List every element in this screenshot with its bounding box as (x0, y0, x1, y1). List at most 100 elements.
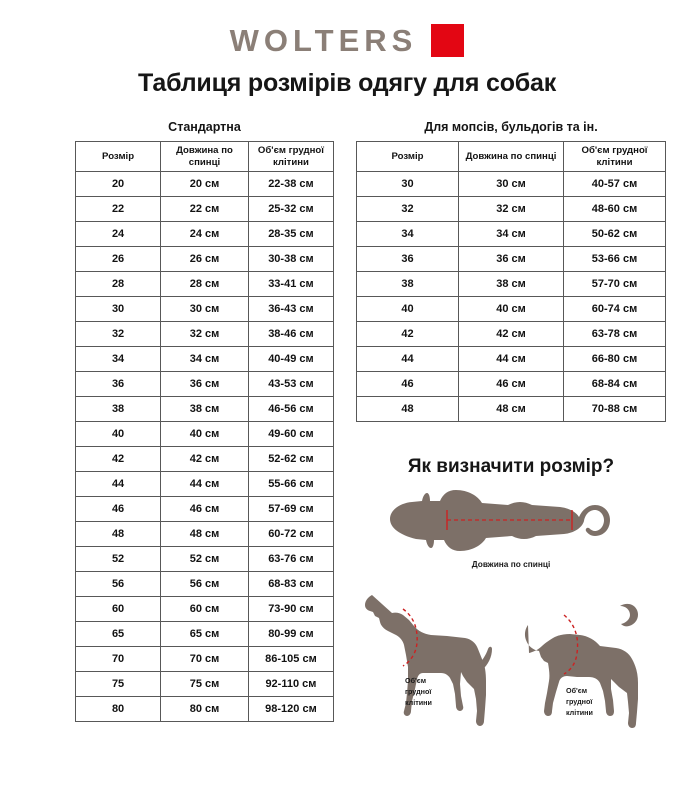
cell-back-length: 32 см (457, 196, 565, 222)
pug-table-body: 30 30 см 40-57 см 32 32 см 48-60 см 34 34 см 50-… (356, 171, 666, 422)
cell-back-length: 80 см (160, 696, 249, 722)
cell-chest-girth: 80-99 см (247, 621, 335, 647)
cell-chest-girth: 46-56 см (247, 396, 335, 422)
cell-chest-girth: 22-38 см (247, 171, 335, 197)
cell-size: 26 (74, 246, 162, 272)
table-row: 56 56 см 68-83 см (74, 571, 335, 597)
cell-chest-girth: 50-62 см (563, 221, 666, 247)
table-row: 65 65 см 80-99 см (74, 621, 335, 647)
figure-caption-chest-line3: клітини (566, 708, 593, 717)
table-row: 75 75 см 92-110 см (74, 671, 335, 697)
table-row: 38 38 см 46-56 см (74, 396, 335, 422)
cell-chest-girth: 36-43 см (247, 296, 335, 322)
cell-back-length: 56 см (160, 571, 249, 597)
cell-back-length: 70 см (160, 646, 249, 672)
standard-table-column: Стандартна Розмір Довжина по спинці Об'є… (12, 120, 335, 722)
back-length-measure-line (446, 510, 573, 530)
cell-chest-girth: 40-49 см (247, 346, 335, 372)
figure-dog-top-view: Довжина по спинці (356, 480, 666, 569)
cell-chest-girth: 60-74 см (563, 296, 666, 322)
cell-chest-girth: 25-32 см (247, 196, 335, 222)
cell-size: 30 (74, 296, 162, 322)
table-row: 46 46 см 57-69 см (74, 496, 335, 522)
cell-back-length: 44 см (160, 471, 249, 497)
cell-size: 48 (74, 521, 162, 547)
figure-pug-standing: Об'єм грудної клітини (516, 573, 666, 758)
cell-chest-girth: 92-110 см (247, 671, 335, 697)
cell-back-length: 40 см (457, 296, 565, 322)
figure-caption-back-length: Довжина по спинці (471, 559, 551, 569)
cell-size: 30 (356, 171, 459, 197)
table-row: 44 44 см 55-66 см (74, 471, 335, 497)
brand-red-square-logo (431, 24, 465, 57)
cell-chest-girth: 63-76 см (247, 546, 335, 572)
table-row: 32 32 см 38-46 см (74, 321, 335, 347)
pug-size-table: Розмір Довжина по спинці Об'єм грудної к… (356, 141, 666, 422)
cell-back-length: 65 см (160, 621, 249, 647)
column-header-size: Розмір (74, 141, 162, 172)
table-row: 30 30 см 40-57 см (356, 171, 666, 197)
column-header-back-length: Довжина по спинці (457, 141, 565, 172)
cell-size: 32 (356, 196, 459, 222)
cell-chest-girth: 33-41 см (247, 271, 335, 297)
standard-size-table: Розмір Довжина по спинці Об'єм грудної к… (74, 141, 335, 722)
table-row: 34 34 см 50-62 см (356, 221, 666, 247)
column-header-chest-girth: Об'єм грудної клітини (247, 141, 335, 172)
cell-chest-girth: 68-84 см (563, 371, 666, 397)
cell-chest-girth: 86-105 см (247, 646, 335, 672)
figure-caption-chest-line2: грудної (405, 687, 432, 696)
table-row: 40 40 см 60-74 см (356, 296, 666, 322)
figure-caption-chest-line3: клітини (405, 698, 432, 707)
cell-back-length: 32 см (160, 321, 249, 347)
table-row: 70 70 см 86-105 см (74, 646, 335, 672)
table-row: 40 40 см 49-60 см (74, 421, 335, 447)
cell-chest-girth: 48-60 см (563, 196, 666, 222)
cell-size: 24 (74, 221, 162, 247)
cell-chest-girth: 57-70 см (563, 271, 666, 297)
cell-size: 60 (74, 596, 162, 622)
cell-size: 42 (74, 446, 162, 472)
cell-size: 70 (74, 646, 162, 672)
dog-standing-illustration: Об'єм грудної клітини (365, 595, 492, 726)
dog-top-view-illustration (390, 490, 610, 551)
cell-size: 46 (356, 371, 459, 397)
table-row: 42 42 см 52-62 см (74, 446, 335, 472)
howto-section-title: Як визначити розмір? (407, 456, 615, 477)
table-row: 38 38 см 57-70 см (356, 271, 666, 297)
cell-size: 22 (74, 196, 162, 222)
figure-caption-chest-line1: Об'єм (405, 676, 426, 685)
cell-chest-girth: 53-66 см (563, 246, 666, 272)
cell-back-length: 24 см (160, 221, 249, 247)
cell-chest-girth: 66-80 см (563, 346, 666, 372)
table-row: 24 24 см 28-35 см (74, 221, 335, 247)
cell-back-length: 46 см (160, 496, 249, 522)
cell-chest-girth: 70-88 см (563, 396, 666, 422)
cell-chest-girth: 73-90 см (247, 596, 335, 622)
cell-back-length: 26 см (160, 246, 249, 272)
standard-table-body: 20 20 см 22-38 см 22 22 см 25-32 см 24 24 см 28-… (74, 171, 335, 722)
cell-chest-girth: 57-69 см (247, 496, 335, 522)
table-row: 44 44 см 66-80 см (356, 346, 666, 372)
cell-back-length: 36 см (457, 246, 565, 272)
cell-back-length: 30 см (457, 171, 565, 197)
pug-silhouette (524, 603, 639, 728)
cell-back-length: 34 см (457, 221, 565, 247)
cell-back-length: 34 см (160, 346, 249, 372)
cell-size: 65 (74, 621, 162, 647)
cell-size: 38 (74, 396, 162, 422)
cell-back-length: 36 см (160, 371, 249, 397)
brand-wordmark: WOLTERS (229, 23, 418, 58)
cell-chest-girth: 60-72 см (247, 521, 335, 547)
cell-size: 46 (74, 496, 162, 522)
cell-size: 40 (74, 421, 162, 447)
cell-back-length: 42 см (457, 321, 565, 347)
cell-back-length: 52 см (160, 546, 249, 572)
table-row: 48 48 см 70-88 см (356, 396, 666, 422)
table-row: 34 34 см 40-49 см (74, 346, 335, 372)
table-row: 22 22 см 25-32 см (74, 196, 335, 222)
table-row: 60 60 см 73-90 см (74, 596, 335, 622)
cell-size: 34 (74, 346, 162, 372)
table-row: 42 42 см 63-78 см (356, 321, 666, 347)
cell-size: 48 (356, 396, 459, 422)
cell-back-length: 46 см (457, 371, 565, 397)
